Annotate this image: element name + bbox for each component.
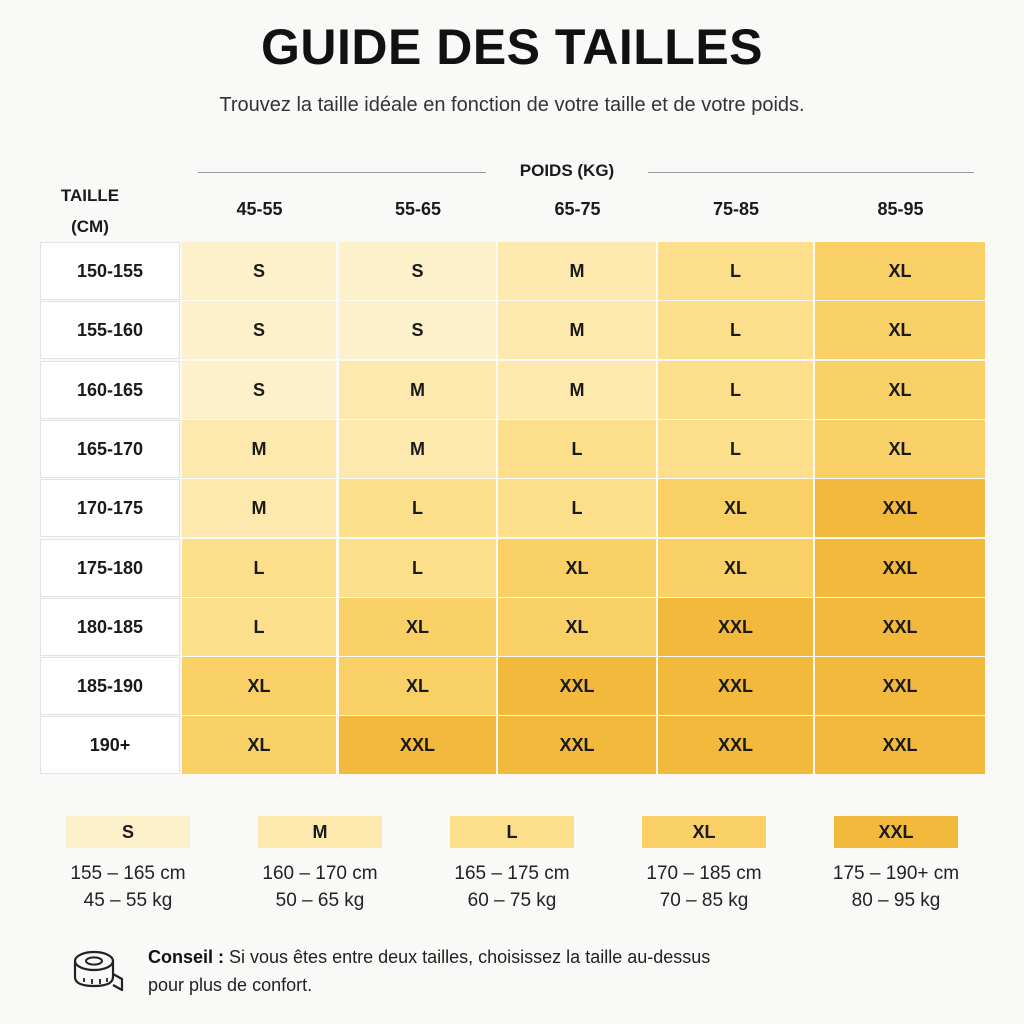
weight-column-header: 45-55 [236, 199, 283, 219]
legend-weight-range: 45 – 55 kg [83, 890, 173, 911]
tip-line2: pour plus de confort. [148, 975, 313, 995]
height-axis-label: TAILLE (CM) [40, 180, 140, 242]
legend-ranges: 160 – 170 cm 50 – 65 kg [220, 860, 420, 914]
size-cell: XL [658, 479, 813, 537]
size-cell: XXL [815, 598, 985, 656]
legend-height-range: 165 – 175 cm [454, 863, 570, 884]
size-cell: XL [815, 420, 985, 478]
size-cell: XL [339, 657, 496, 715]
size-cell: XXL [498, 716, 656, 774]
size-cell: XL [339, 598, 496, 656]
size-cell: XL [815, 242, 985, 300]
size-cell: L [339, 539, 496, 597]
tip-label: Conseil : [148, 947, 225, 967]
size-cell: XXL [658, 598, 813, 656]
tip-line1: Si vous êtes entre deux tailles, choisis… [224, 947, 711, 967]
height-row-header: 180-185 [40, 598, 180, 656]
legend-ranges: 155 – 165 cm 45 – 55 kg [28, 860, 228, 914]
height-axis-label-line2: (CM) [71, 217, 109, 236]
size-cell: M [498, 242, 656, 300]
legend-chip-xxl: XXL [834, 816, 958, 848]
height-axis-label-line1: TAILLE [60, 186, 120, 205]
legend-height-range: 170 – 185 cm [646, 863, 762, 884]
size-cell: M [182, 479, 336, 537]
weight-axis-header: POIDS (KG) [198, 158, 974, 186]
height-row-header: 150-155 [40, 242, 180, 300]
size-cell: S [339, 301, 496, 359]
size-cell: XL [182, 657, 336, 715]
size-cell: L [339, 479, 496, 537]
weight-column-header: 75-85 [712, 199, 760, 219]
legend-ranges: 165 – 175 cm 60 – 75 kg [412, 860, 612, 914]
size-cell: XL [498, 598, 656, 656]
size-cell: XXL [498, 657, 656, 715]
height-row-header: 170-175 [40, 479, 180, 537]
size-cell: L [182, 539, 336, 597]
legend-weight-range: 60 – 75 kg [467, 890, 557, 911]
size-cell: M [498, 361, 656, 419]
legend-weight-range: 70 – 85 kg [659, 890, 749, 911]
weight-column-header: 85-95 [877, 199, 924, 219]
size-cell: L [182, 598, 336, 656]
size-cell: XXL [658, 657, 813, 715]
size-cell: XXL [339, 716, 496, 774]
weight-axis-label: POIDS (KG) [519, 161, 615, 180]
size-cell: S [182, 361, 336, 419]
size-cell: S [182, 242, 336, 300]
height-row-header: 185-190 [40, 657, 180, 715]
size-cell: L [498, 479, 656, 537]
legend-ranges: 175 – 190+ cm 80 – 95 kg [796, 860, 996, 914]
size-cell: XXL [815, 657, 985, 715]
divider-line [198, 172, 486, 173]
size-cell: L [658, 242, 813, 300]
page-subtitle: Trouvez la taille idéale en fonction de … [219, 94, 805, 116]
legend-chip-s: S [66, 816, 190, 848]
size-cell: M [182, 420, 336, 478]
measuring-tape-icon [73, 950, 124, 992]
size-cell: XL [815, 301, 985, 359]
size-cell: M [498, 301, 656, 359]
page-title: GUIDE DES TAILLES [260, 19, 764, 75]
legend-chip-l: L [450, 816, 574, 848]
divider-line [648, 172, 974, 173]
size-cell: M [339, 361, 496, 419]
tip-text: Conseil : Si vous êtes entre deux taille… [148, 943, 848, 999]
size-cell: XXL [815, 716, 985, 774]
size-cell: L [498, 420, 656, 478]
size-cell: XXL [658, 716, 813, 774]
size-cell: XXL [815, 539, 985, 597]
size-cell: M [339, 420, 496, 478]
height-row-header: 165-170 [40, 420, 180, 478]
height-row-header: 190+ [40, 716, 180, 774]
size-cell: XL [182, 716, 336, 774]
height-row-header: 175-180 [40, 539, 180, 597]
height-row-header: 155-160 [40, 301, 180, 359]
weight-column-header: 55-65 [394, 199, 442, 219]
legend-height-range: 160 – 170 cm [262, 863, 378, 884]
legend-weight-range: 80 – 95 kg [851, 890, 941, 911]
size-cell: XL [815, 361, 985, 419]
weight-column-header: 65-75 [554, 199, 601, 219]
legend-chip-m: M [258, 816, 382, 848]
size-cell: S [182, 301, 336, 359]
size-cell: L [658, 420, 813, 478]
legend-weight-range: 50 – 65 kg [275, 890, 365, 911]
size-cell: XL [498, 539, 656, 597]
legend-chip-xl: XL [642, 816, 766, 848]
size-cell: L [658, 301, 813, 359]
size-cell: S [339, 242, 496, 300]
legend-ranges: 170 – 185 cm 70 – 85 kg [604, 860, 804, 914]
height-row-header: 160-165 [40, 361, 180, 419]
size-cell: XL [658, 539, 813, 597]
legend-height-range: 155 – 165 cm [70, 863, 186, 884]
legend-height-range: 175 – 190+ cm [832, 863, 960, 884]
size-cell: XXL [815, 479, 985, 537]
size-cell: L [658, 361, 813, 419]
